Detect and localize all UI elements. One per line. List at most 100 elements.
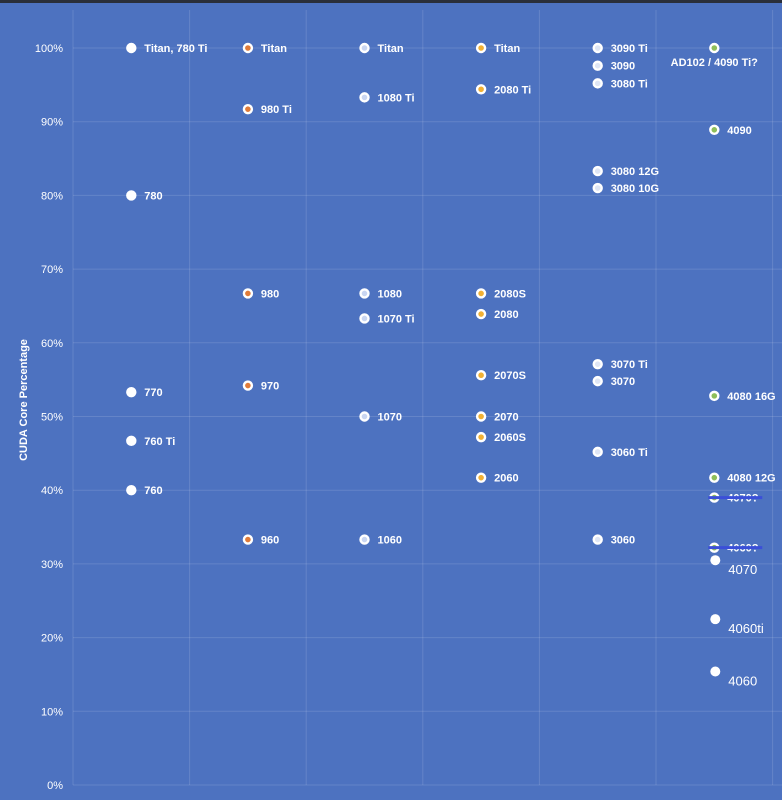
point-label: 3060: [611, 535, 635, 547]
point-label: 4060: [728, 674, 757, 689]
point-label: 760 Ti: [144, 436, 175, 448]
point-marker: [475, 42, 487, 54]
point-3080-10g: 3080 10G: [592, 182, 659, 195]
point-760: 760: [126, 485, 163, 497]
point-marker: [710, 614, 721, 625]
point-label: AD102 / 4090 Ti?: [671, 57, 759, 69]
point-marker: [242, 288, 254, 299]
point-marker: [709, 472, 720, 483]
point-label: Titan, 780 Ti: [144, 43, 207, 55]
point-label: 1080 Ti: [378, 92, 415, 104]
point-marker: [475, 370, 487, 381]
point-marker: [592, 78, 603, 89]
point-label: 2060S: [494, 432, 526, 444]
point-3070: 3070: [592, 375, 635, 388]
point-label: Titan: [378, 43, 404, 55]
point-label: 3080 10G: [611, 183, 659, 195]
point-960: 960: [242, 534, 279, 547]
point-2060s: 2060S: [475, 431, 526, 444]
point-4070: 4070: [710, 555, 757, 577]
point-3090: 3090: [592, 60, 635, 73]
point-marker: [475, 84, 487, 95]
point-980: 980: [242, 288, 279, 300]
point-label: 3080 Ti: [611, 78, 648, 90]
point-label: 980: [261, 288, 279, 300]
point-2070: 2070: [475, 411, 519, 424]
point-marker: [242, 380, 254, 391]
y-tick-label: 70%: [41, 264, 63, 276]
y-tick-label: 50%: [41, 412, 63, 424]
point-marker: [475, 288, 487, 299]
point-titan: Titan: [475, 42, 520, 55]
point-label: 780: [144, 190, 162, 202]
point-label: 2080S: [494, 288, 526, 300]
point-label: 2080: [494, 309, 518, 321]
point-label: 2070S: [494, 370, 526, 382]
point-label: 1080: [378, 288, 402, 300]
point-marker: [359, 288, 370, 299]
point-marker: [475, 472, 487, 483]
point-label: 2060: [494, 473, 518, 485]
point-marker: [359, 92, 370, 103]
point-label: 3090 Ti: [611, 43, 648, 55]
point-marker: [592, 42, 603, 54]
y-axis-label: CUDA Core Percentage: [18, 339, 30, 461]
point-label: 1070: [378, 412, 402, 424]
point-2080s: 2080S: [475, 288, 526, 300]
point-marker: [126, 190, 137, 201]
point-770: 770: [126, 386, 163, 399]
point-label: 970: [261, 381, 279, 393]
point-label: 1070 Ti: [378, 313, 415, 325]
point-label: 3070: [611, 376, 635, 388]
point-marker: [475, 431, 487, 443]
point-970: 970: [242, 380, 279, 393]
point-760-ti: 760 Ti: [126, 435, 175, 448]
point-2070s: 2070S: [475, 370, 526, 382]
point-1080-ti: 1080 Ti: [359, 92, 415, 104]
point-label: 3090: [611, 61, 635, 73]
point-marker: [126, 485, 137, 496]
point-label: 4070: [728, 562, 757, 577]
point-3060: 3060: [592, 534, 635, 547]
point-label: 980 Ti: [261, 104, 292, 116]
point-marker: [475, 411, 487, 422]
y-tick-label: 40%: [41, 485, 63, 497]
y-tick-label: 90%: [41, 117, 63, 129]
point-label: 3080 12G: [611, 166, 659, 178]
point-marker: [359, 534, 370, 545]
point-marker: [710, 666, 721, 677]
point-label: 3060 Ti: [611, 447, 648, 459]
point-titan: Titan: [242, 42, 287, 55]
grid: [72, 10, 782, 786]
point-2080: 2080: [475, 308, 519, 321]
point-ad102-4090-ti: AD102 / 4090 Ti?: [671, 42, 759, 69]
point-label: 4060ti: [728, 621, 764, 636]
point-marker: [592, 446, 603, 458]
point-marker: [710, 555, 721, 566]
point-3060-ti: 3060 Ti: [592, 446, 648, 459]
y-tick-label: 0%: [47, 780, 63, 792]
point-label: 2070: [494, 412, 518, 424]
point-label: 960: [261, 535, 279, 547]
point-4060: 4060: [710, 666, 757, 689]
point-marker: [359, 411, 370, 422]
point-label: Titan: [494, 43, 520, 55]
point-marker: [592, 165, 603, 177]
point-marker: [359, 313, 370, 324]
point-marker: [242, 534, 254, 545]
point-marker: [126, 435, 137, 447]
point-780: 780: [126, 190, 163, 202]
point-marker: [126, 386, 137, 398]
y-tick-label: 60%: [41, 338, 63, 350]
point-label: 4080 12G: [727, 473, 775, 485]
y-axis-ticks: 0% 10% 20% 30% 40% 50% 60% 70% 80% 90% 100%: [35, 43, 63, 792]
point-marker: [592, 534, 603, 545]
point-marker: [126, 42, 137, 54]
point-3080-ti: 3080 Ti: [592, 78, 648, 90]
y-tick-label: 30%: [41, 559, 63, 571]
point-3070-ti: 3070 Ti: [592, 358, 648, 371]
point-4070: 4070?: [708, 492, 763, 505]
point-label: 4080 16G: [727, 391, 775, 403]
y-tick-label: 20%: [41, 633, 63, 645]
point-4060: 4060?: [708, 542, 763, 555]
